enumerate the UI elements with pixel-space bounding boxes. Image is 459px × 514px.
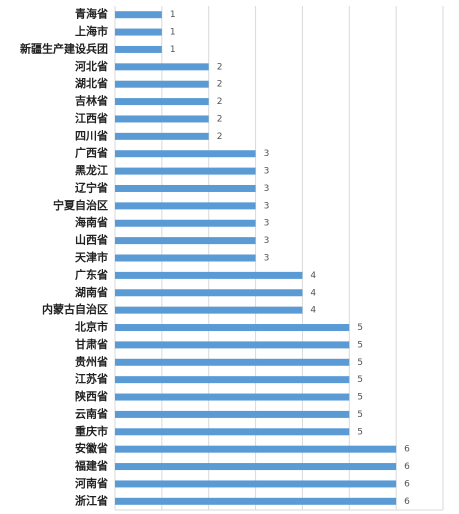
bar — [115, 376, 350, 384]
value-label: 5 — [357, 358, 363, 368]
bar — [115, 358, 350, 366]
value-label: 3 — [264, 184, 270, 194]
bar — [115, 480, 397, 488]
bar — [115, 306, 303, 314]
value-label: 3 — [264, 254, 270, 264]
value-label: 4 — [310, 306, 316, 316]
bar — [115, 45, 162, 53]
category-label: 重庆市 — [75, 424, 108, 438]
category-label: 甘肃省 — [75, 337, 108, 351]
category-label: 四川省 — [75, 128, 108, 142]
category-label: 江西省 — [75, 111, 108, 125]
value-label: 1 — [170, 10, 176, 20]
bar — [115, 271, 303, 279]
bar — [115, 497, 397, 505]
bar — [115, 463, 397, 471]
category-label: 北京市 — [75, 320, 108, 334]
bar — [115, 184, 256, 192]
category-label: 上海市 — [75, 24, 108, 38]
value-label: 3 — [264, 219, 270, 229]
bar — [115, 254, 256, 262]
value-label: 5 — [357, 410, 363, 420]
value-label: 6 — [404, 445, 410, 455]
bar — [115, 132, 209, 140]
value-label: 2 — [217, 80, 223, 90]
category-label: 湖北省 — [75, 76, 108, 90]
bar — [115, 167, 256, 175]
value-label: 5 — [357, 375, 363, 385]
value-label: 3 — [264, 149, 270, 159]
bar — [115, 289, 303, 297]
value-label: 1 — [170, 45, 176, 55]
bar — [115, 150, 256, 158]
value-label: 6 — [404, 462, 410, 472]
category-label: 天津市 — [75, 250, 108, 264]
category-label: 黑龙江 — [75, 163, 108, 177]
bar — [115, 11, 162, 19]
value-label: 5 — [357, 393, 363, 403]
value-label: 1 — [170, 28, 176, 38]
bar — [115, 202, 256, 210]
category-label: 贵州省 — [75, 354, 108, 368]
category-label: 广东省 — [75, 267, 108, 281]
category-label: 云南省 — [75, 406, 108, 420]
value-label: 5 — [357, 427, 363, 437]
bar — [115, 98, 209, 106]
value-label: 3 — [264, 167, 270, 177]
value-label: 5 — [357, 340, 363, 350]
value-label: 4 — [310, 288, 316, 298]
category-label: 浙江省 — [75, 493, 108, 507]
category-label: 山西省 — [75, 233, 108, 247]
value-label: 3 — [264, 201, 270, 211]
category-label: 陕西省 — [75, 389, 108, 403]
value-label: 3 — [264, 236, 270, 246]
bar — [115, 324, 350, 332]
category-label: 内蒙古自治区 — [42, 302, 108, 316]
value-label: 6 — [404, 497, 410, 507]
value-label: 6 — [404, 479, 410, 489]
bar — [115, 445, 397, 453]
bar — [115, 428, 350, 436]
category-label: 宁夏自治区 — [53, 198, 108, 212]
bar — [115, 80, 209, 88]
bar — [115, 28, 162, 36]
category-label: 江苏省 — [75, 372, 108, 386]
bar — [115, 115, 209, 123]
category-label: 河北省 — [75, 59, 108, 73]
category-label: 湖南省 — [75, 285, 108, 299]
category-label: 海南省 — [75, 215, 108, 229]
category-label: 吉林省 — [75, 94, 108, 108]
value-label: 2 — [217, 97, 223, 107]
value-label: 2 — [217, 62, 223, 72]
category-label: 青海省 — [75, 7, 108, 21]
category-label: 福建省 — [74, 459, 108, 473]
category-label: 安徽省 — [75, 441, 108, 455]
category-label: 新疆生产建设兵团 — [20, 41, 108, 55]
value-label: 5 — [357, 323, 363, 333]
bar — [115, 410, 350, 418]
value-label: 4 — [310, 271, 316, 281]
category-label: 辽宁省 — [75, 180, 108, 194]
bar — [115, 393, 350, 401]
category-label: 广西省 — [75, 146, 108, 160]
category-label: 河南省 — [75, 476, 108, 490]
bar — [115, 237, 256, 245]
value-label: 2 — [217, 114, 223, 124]
bar — [115, 219, 256, 227]
value-label: 2 — [217, 132, 223, 142]
bar — [115, 63, 209, 71]
bar — [115, 341, 350, 349]
